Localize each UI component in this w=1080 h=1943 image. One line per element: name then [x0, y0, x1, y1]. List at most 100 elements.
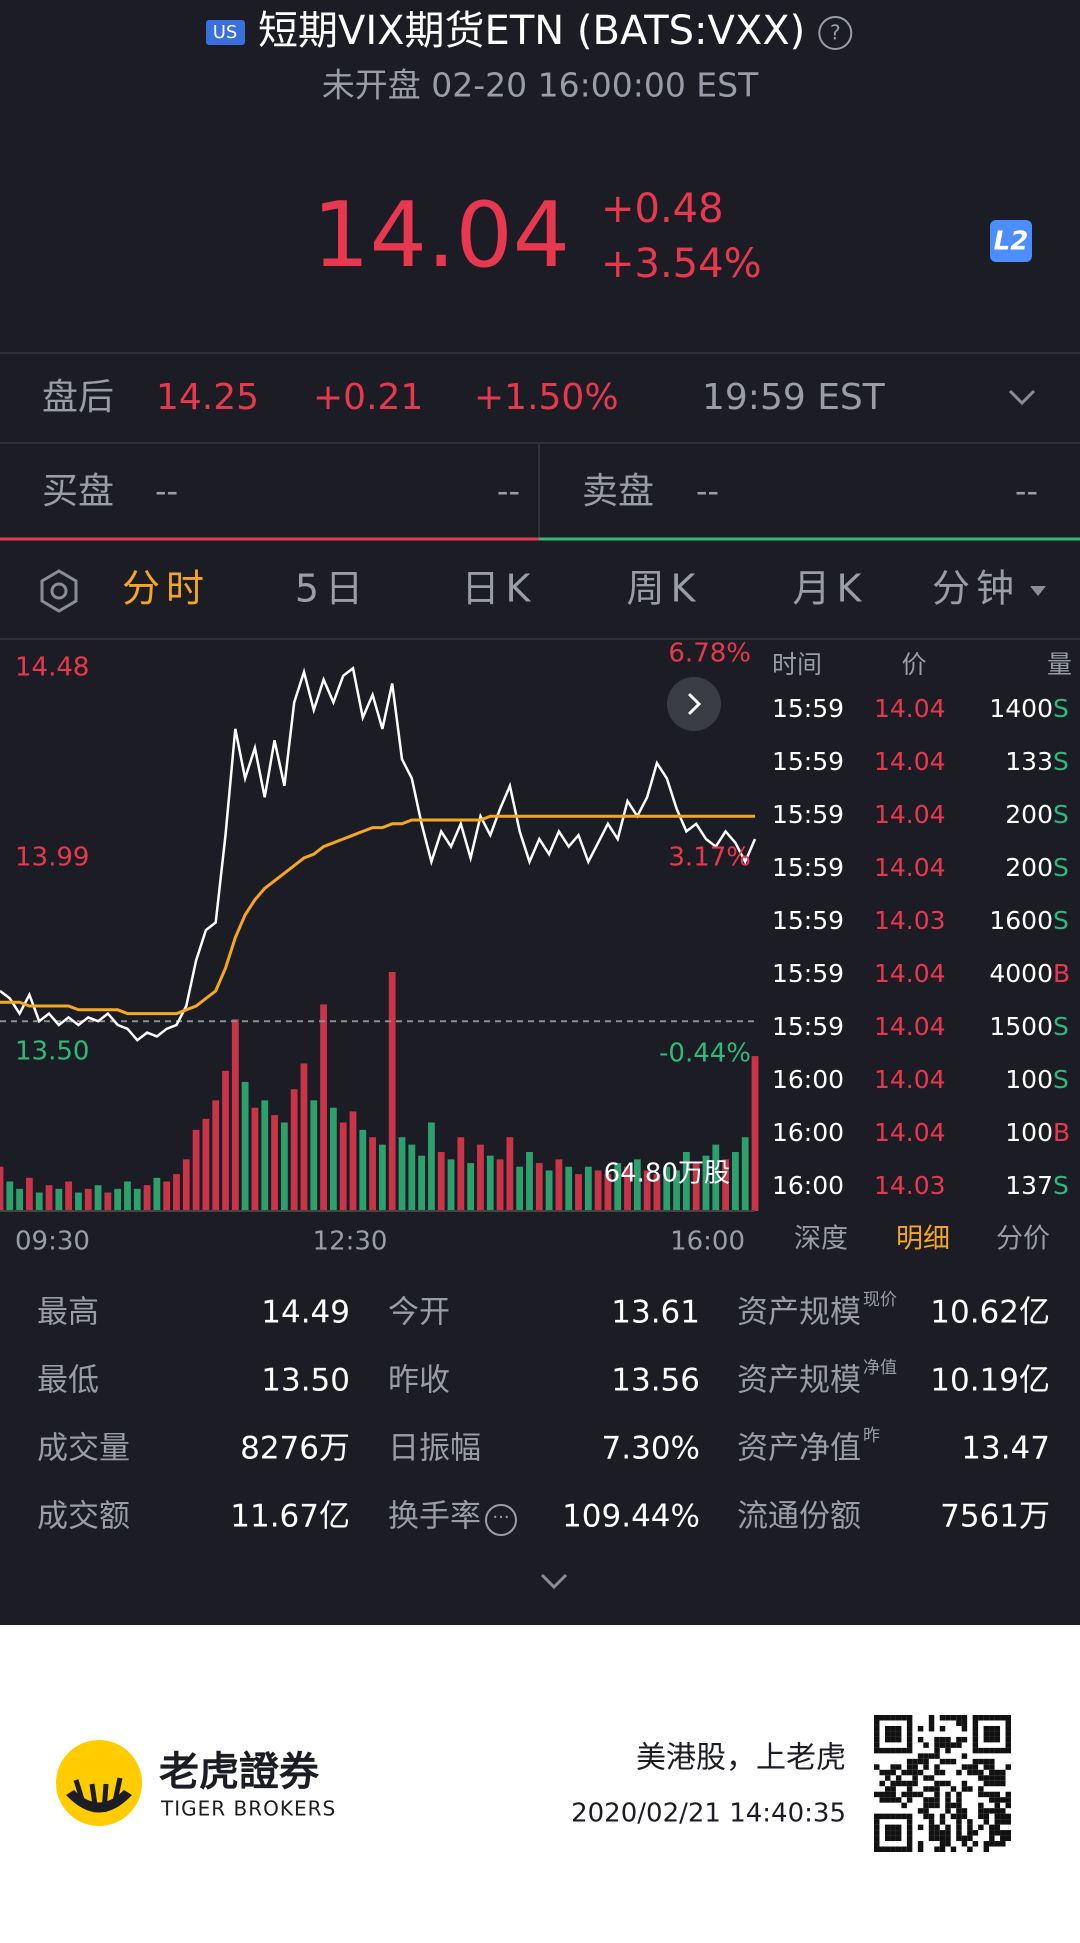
qr-module	[906, 1780, 913, 1787]
volume-bar	[506, 1137, 514, 1211]
volume-bar	[143, 1185, 151, 1211]
chart-tab[interactable]: 日K	[462, 567, 537, 611]
qr-module	[950, 1786, 957, 1792]
qr-module	[972, 1742, 979, 1748]
qr-module	[945, 1780, 951, 1787]
qr-module	[917, 1725, 924, 1732]
qr-module	[895, 1775, 902, 1781]
qr-module	[939, 1725, 946, 1732]
qr-module	[934, 1736, 940, 1743]
qr-module	[906, 1769, 913, 1776]
qr-module	[906, 1791, 913, 1798]
qr-module	[884, 1797, 891, 1803]
qr-module	[950, 1813, 957, 1820]
qr-module	[912, 1780, 918, 1787]
volume-bar	[673, 1170, 680, 1211]
qr-module	[934, 1830, 940, 1836]
qr-module	[994, 1813, 1001, 1820]
qr-module	[956, 1824, 962, 1831]
stat-value: 13.61	[611, 1295, 700, 1331]
qr-module	[890, 1736, 896, 1743]
qr-module	[967, 1830, 973, 1836]
volume-bar	[663, 1166, 671, 1211]
volume-bar	[722, 1159, 729, 1211]
qr-module	[890, 1846, 896, 1852]
trade-volume: 100	[1005, 1118, 1053, 1147]
stat-label: 换手率	[388, 1499, 481, 1535]
qr-module	[928, 1725, 935, 1732]
info-icon[interactable]	[485, 1504, 517, 1536]
volume-bar	[486, 1155, 494, 1211]
chart-tab[interactable]: 分钟	[932, 567, 1020, 611]
y-tick-label: 14.48	[15, 653, 89, 683]
qr-module	[884, 1846, 891, 1852]
chart-tab[interactable]: 月K	[793, 567, 868, 611]
qr-module	[917, 1824, 924, 1831]
qr-module	[972, 1725, 979, 1732]
expand-icon[interactable]	[1008, 389, 1036, 406]
stat-value: 109.44%	[562, 1499, 700, 1535]
qr-module	[956, 1736, 962, 1743]
qr-module	[989, 1797, 995, 1803]
qr-module	[906, 1830, 913, 1836]
qr-module	[884, 1736, 891, 1743]
volume-bar	[594, 1170, 602, 1211]
chart-tab[interactable]: 分时	[122, 567, 210, 611]
settings-icon-center	[50, 582, 68, 600]
detail-tab[interactable]: 明细	[896, 1224, 950, 1255]
qr-module	[890, 1797, 896, 1803]
help-icon[interactable]	[818, 16, 853, 50]
trade-price: 14.04	[874, 1065, 946, 1094]
qr-module	[994, 1802, 1001, 1809]
qr-module	[1000, 1835, 1006, 1842]
qr-module	[879, 1846, 885, 1852]
qr-module	[934, 1786, 940, 1792]
y-tick-label: 13.50	[15, 1037, 89, 1067]
qr-module	[874, 1841, 880, 1847]
detail-tab[interactable]: 分价	[996, 1224, 1050, 1255]
price-line	[0, 814, 755, 1016]
volume-bar	[133, 1188, 141, 1211]
more-icon[interactable]	[540, 1573, 568, 1590]
qr-module	[934, 1747, 940, 1754]
brand-en: TIGER BROKERS	[160, 1797, 336, 1821]
qr-module	[912, 1764, 918, 1770]
dropdown-icon[interactable]	[1030, 586, 1046, 596]
qr-module	[917, 1808, 924, 1814]
qr-module	[989, 1764, 995, 1770]
qr-module	[972, 1758, 979, 1765]
chart-tab[interactable]: 周K	[627, 567, 702, 611]
qr-module	[983, 1808, 990, 1814]
ask-label: 卖盘	[582, 471, 654, 512]
trade-time: 15:59	[772, 853, 844, 882]
volume-bar	[271, 1115, 278, 1211]
qr-module	[972, 1769, 979, 1776]
qr-module	[890, 1715, 896, 1721]
trade-time: 15:59	[772, 747, 844, 776]
qr-module	[928, 1720, 935, 1726]
qr-module	[923, 1742, 929, 1748]
qr-module	[928, 1715, 935, 1721]
settings-icon[interactable]	[40, 569, 78, 613]
qr-module	[956, 1813, 962, 1820]
expand-button[interactable]	[667, 677, 721, 731]
qr-module	[961, 1808, 968, 1814]
qr-module	[1000, 1797, 1006, 1803]
trade-volume: 4000	[989, 959, 1053, 988]
volume-bar	[124, 1181, 131, 1211]
qr-module	[928, 1786, 935, 1792]
qr-module	[950, 1802, 957, 1809]
logo-marks	[73, 1777, 123, 1813]
qr-module	[874, 1764, 880, 1770]
l2-badge[interactable]	[990, 220, 1032, 262]
volume-bar	[339, 1122, 347, 1211]
qr-module	[983, 1775, 990, 1781]
trade-price: 14.04	[874, 747, 946, 776]
detail-tab[interactable]: 深度	[794, 1224, 848, 1255]
trade-time: 16:00	[772, 1171, 844, 1200]
qr-module	[923, 1758, 929, 1765]
chart-tab[interactable]: 5日	[295, 567, 369, 611]
trades-header: 时间	[772, 650, 822, 679]
qr-module	[945, 1758, 951, 1765]
volume-bar	[526, 1151, 533, 1211]
